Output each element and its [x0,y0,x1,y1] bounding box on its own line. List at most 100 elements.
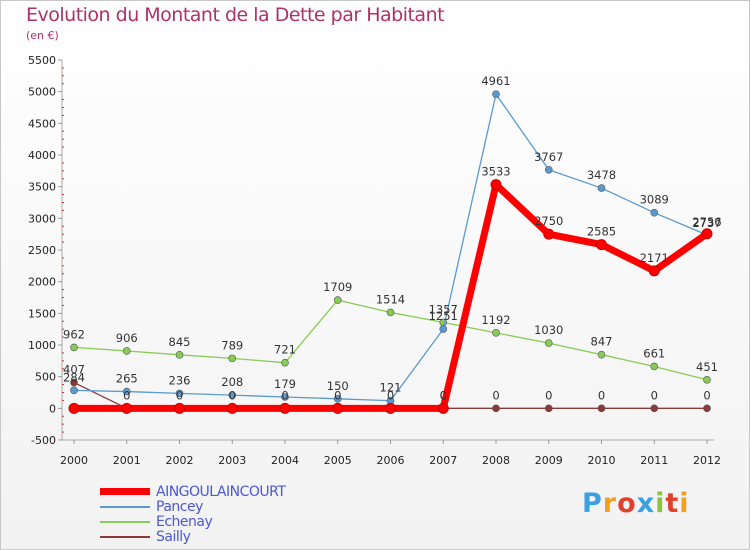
data-label-aingoulaincourt: 0 [440,388,447,402]
data-label-sailly: 0 [281,388,288,402]
data-label-pancey: 265 [116,372,138,386]
data-point-pancey [544,165,553,174]
data-point-aingoulaincourt [332,402,344,414]
data-label-echenay: 962 [63,327,85,341]
data-label-pancey: 208 [221,375,243,389]
y-tick-label: 3000 [28,212,56,225]
data-label-echenay: 721 [274,343,296,357]
data-point-aingoulaincourt [437,402,449,414]
y-tick-label: -500 [31,434,56,447]
data-label-sailly: 407 [63,363,85,377]
y-tick-label: 3500 [28,181,56,194]
x-tick-label: 2004 [271,454,299,467]
x-tick-label: 2001 [113,454,141,467]
data-point-aingoulaincourt [279,402,291,414]
data-label-sailly: 0 [492,388,499,402]
data-point-echenay [228,354,237,363]
y-tick-label: 5500 [28,54,56,67]
chart-title: Evolution du Montant de la Dette par Hab… [26,4,445,26]
logo-letter: P [582,488,603,519]
logo-letter: i [679,488,690,519]
data-point-aingoulaincourt [385,402,396,414]
data-label-sailly: 0 [176,388,183,402]
legend-item-aingoulaincourt: AINGOULAINCOURT [100,483,286,500]
data-label-echenay: 451 [696,360,718,374]
data-label-pancey: 2737 [692,216,721,230]
data-point-echenay [492,329,500,337]
legend-item-pancey: Pancey [100,498,285,515]
data-label-echenay: 1514 [376,292,405,306]
chart-subtitle: (en €) [26,29,59,42]
data-point-aingoulaincourt [226,402,238,414]
data-point-aingoulaincourt [648,265,660,277]
proxiti-logo: Proxiti [582,488,690,519]
x-tick-label: 2008 [482,454,510,467]
x-tick-label: 2000 [60,454,88,467]
data-point-sailly [703,404,711,413]
data-label-pancey: 150 [327,379,349,393]
data-label-echenay: 845 [169,335,191,349]
data-label-aingoulaincourt: 2756 [692,215,721,229]
data-label-sailly: 0 [334,388,341,402]
data-label-pancey: 236 [169,373,191,387]
y-tick-label: 1500 [28,307,56,320]
data-label-pancey: 121 [380,381,402,395]
y-tick-label: 5000 [28,86,56,99]
x-tick-label: 2002 [166,454,194,467]
data-point-echenay [544,339,553,347]
y-tick-label: 4500 [28,117,56,130]
data-point-aingoulaincourt [121,402,133,414]
data-label-aingoulaincourt: 2171 [640,251,669,265]
data-label-sailly: 0 [387,388,394,402]
legend: AINGOULAINCOURT Pancey Echenay Sailly [100,483,286,545]
logo-letter: x [636,488,656,519]
data-point-echenay [70,343,78,352]
data-point-aingoulaincourt [174,402,185,414]
data-label-pancey: 4961 [481,74,510,88]
data-point-sailly [544,404,553,413]
data-label-echenay: 1030 [534,323,563,337]
legend-label-pancey: Pancey [156,498,203,515]
logo-letter: o [617,488,637,519]
legend-item-echenay: Echenay [100,513,285,530]
data-label-pancey: 3089 [640,193,669,207]
data-label-pancey: 179 [274,377,296,391]
data-point-echenay [175,351,184,359]
y-tick-label: 1000 [28,339,56,352]
y-tick-label: 500 [35,371,56,384]
x-tick-label: 2007 [429,454,457,467]
legend-swatch-echenay [100,520,150,523]
data-point-aingoulaincourt [543,228,555,240]
logo-letter: r [602,488,618,519]
data-point-pancey [228,391,237,399]
data-point-aingoulaincourt [596,239,607,251]
data-point-sailly [70,378,78,387]
data-point-echenay [281,358,289,367]
data-point-pancey [122,387,131,396]
x-tick-label: 2009 [535,454,563,467]
data-label-echenay: 1357 [429,302,458,316]
data-label-pancey: 3767 [534,150,563,164]
data-point-echenay [333,296,342,304]
legend-label-echenay: Echenay [156,513,213,530]
data-label-sailly: 0 [703,388,710,402]
data-point-aingoulaincourt [701,228,713,240]
legend-label-aingoulaincourt: AINGOULAINCOURT [156,483,286,500]
data-label-aingoulaincourt: 2585 [587,225,616,239]
data-point-echenay [703,375,711,384]
data-point-pancey [175,389,184,398]
legend-swatch-sailly [100,535,150,538]
data-label-pancey: 1251 [429,309,458,323]
x-tick-label: 2011 [640,454,668,467]
data-label-sailly: 0 [440,388,447,402]
data-point-sailly [650,404,659,413]
data-label-pancey: 3478 [587,168,616,182]
legend-label-sailly: Sailly [156,528,191,545]
data-label-echenay: 847 [591,335,613,349]
data-point-pancey [650,208,659,217]
data-label-sailly: 0 [598,388,605,402]
legend-item-sailly: Sailly [100,528,285,545]
x-tick-label: 2010 [588,454,616,467]
data-point-pancey [70,386,78,395]
